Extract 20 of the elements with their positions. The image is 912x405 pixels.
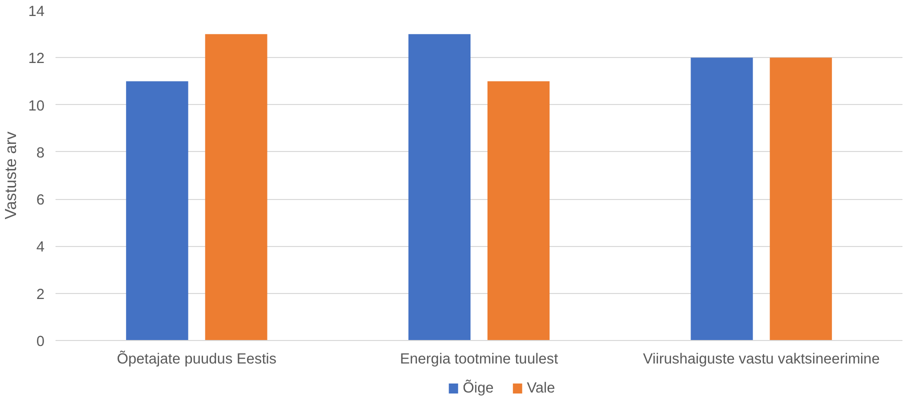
y-tick-label: 8 <box>36 145 45 162</box>
y-tick-label: 10 <box>28 98 45 114</box>
x-tick-label: Energia tootmine tuulest <box>400 352 558 368</box>
x-tick-label: Õpetajate puudus Eestis <box>116 350 277 368</box>
bar <box>205 34 268 340</box>
y-tick-label: 0 <box>36 334 45 350</box>
bar <box>487 81 550 340</box>
legend-label: Õige <box>462 380 494 396</box>
bar <box>690 58 753 340</box>
y-tick-label: 2 <box>36 286 45 303</box>
x-tick-label: Viirushaiguste vastu vaktsineerimine <box>642 352 880 368</box>
bar <box>408 34 471 340</box>
bar <box>770 58 832 340</box>
y-tick-label: 14 <box>28 4 45 20</box>
y-tick-label: 12 <box>28 51 45 68</box>
legend-label: Vale <box>526 380 556 396</box>
bar <box>126 81 188 340</box>
y-axis-title: Vastuste arv <box>3 132 20 220</box>
y-tick-label: 4 <box>36 240 45 256</box>
y-tick-label: 6 <box>36 192 45 209</box>
